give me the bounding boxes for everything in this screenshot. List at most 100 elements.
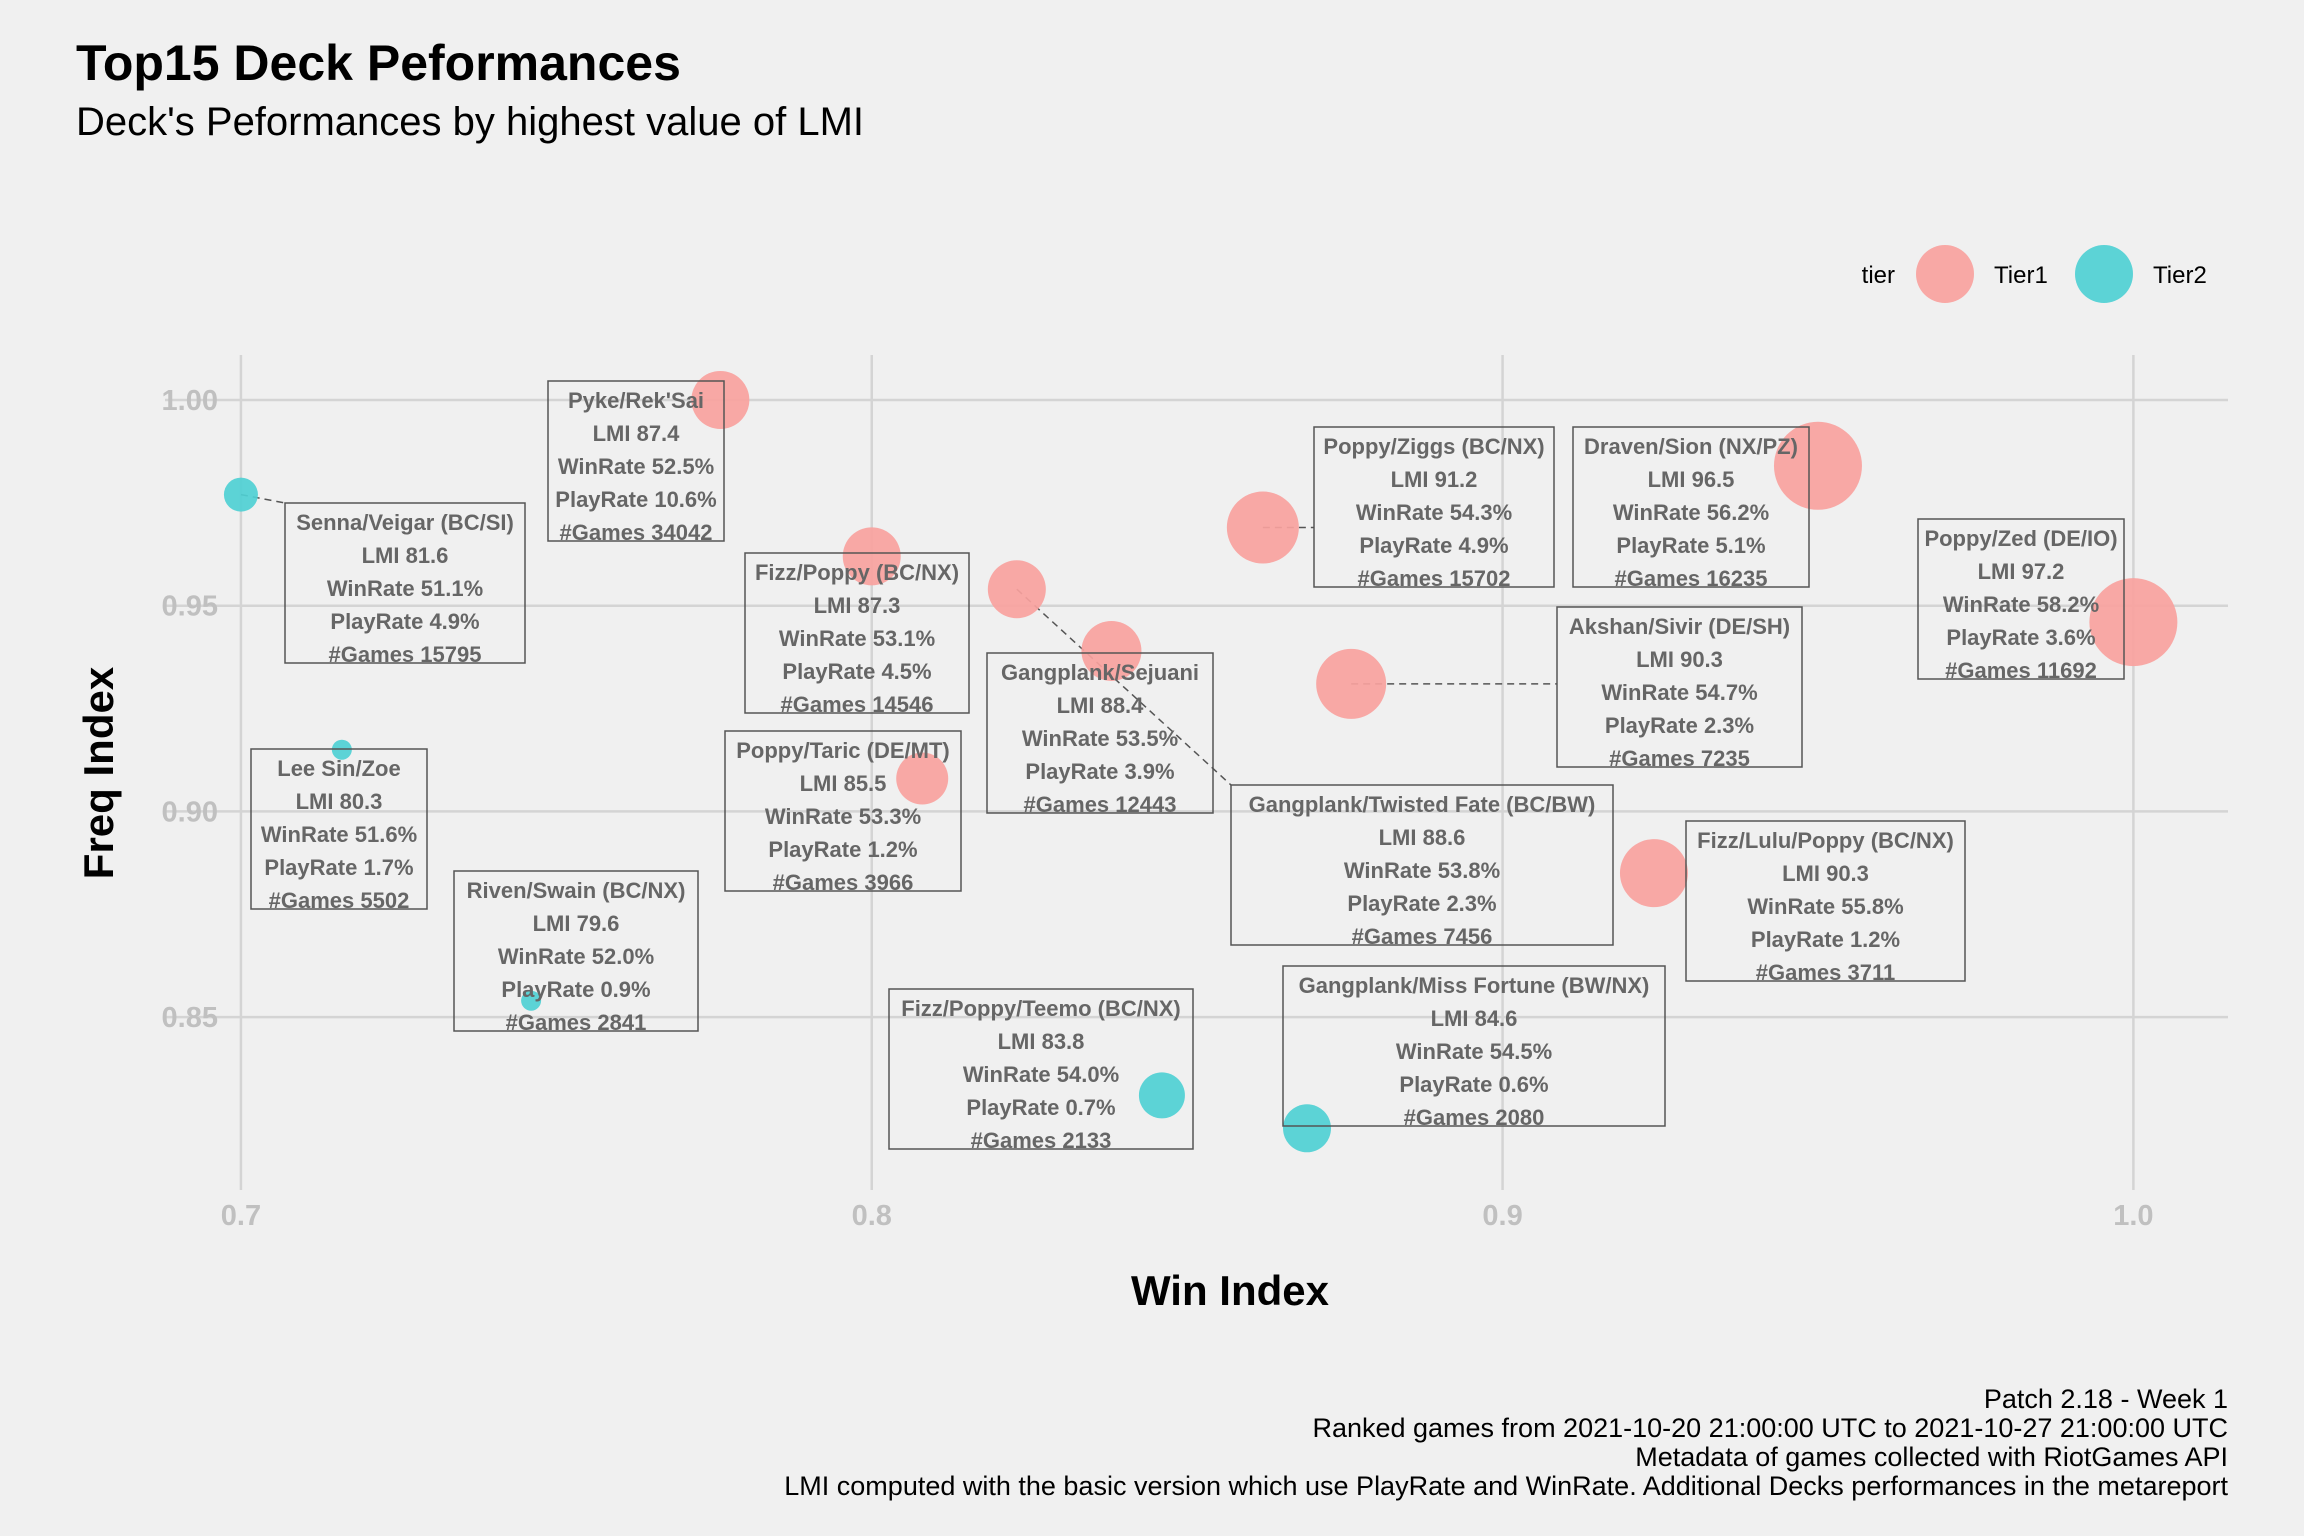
data-label: LMI 84.6 xyxy=(1431,1006,1518,1031)
data-point xyxy=(987,560,1046,619)
data-label: PlayRate 1.2% xyxy=(768,837,917,862)
label-box xyxy=(1917,518,2125,680)
chart-subtitle: Deck's Peformances by highest value of L… xyxy=(76,100,865,144)
legend-title: tier xyxy=(1862,262,1895,289)
label-box xyxy=(1282,965,1666,1127)
data-label: Draven/Sion (NX/PZ) xyxy=(1584,434,1798,459)
data-label: Lee Sin/Zoe xyxy=(277,756,400,781)
data-point xyxy=(1619,839,1688,908)
data-label: LMI 87.3 xyxy=(814,593,901,618)
label-box xyxy=(1685,820,1966,982)
caption-line: Patch 2.18 - Week 1 xyxy=(1983,1384,2228,1414)
data-label: Fizz/Lulu/Poppy (BC/NX) xyxy=(1697,828,1954,853)
data-label: Gangplank/Miss Fortune (BW/NX) xyxy=(1299,973,1650,998)
label-box xyxy=(744,552,970,714)
data-label: #Games 16235 xyxy=(1615,566,1768,591)
caption-line: Metadata of games collected with RiotGam… xyxy=(1635,1442,2228,1472)
data-label: Riven/Swain (BC/NX) xyxy=(467,878,686,903)
legend-swatch xyxy=(2075,245,2133,303)
caption-line: Ranked games from 2021-10-20 21:00:00 UT… xyxy=(1312,1413,2228,1443)
label-box xyxy=(547,380,725,542)
data-label: LMI 90.3 xyxy=(1782,861,1869,886)
data-label: LMI 80.3 xyxy=(296,789,383,814)
data-label: WinRate 53.1% xyxy=(779,626,935,651)
data-label: WinRate 54.5% xyxy=(1396,1039,1552,1064)
label-box xyxy=(1572,426,1810,588)
data-label: PlayRate 5.1% xyxy=(1616,533,1765,558)
data-label: Fizz/Poppy/Teemo (BC/NX) xyxy=(901,996,1181,1021)
label-box xyxy=(1556,606,1803,768)
data-label: PlayRate 4.9% xyxy=(330,609,479,634)
data-label: #Games 34042 xyxy=(560,520,713,545)
data-label: PlayRate 0.7% xyxy=(966,1095,1115,1120)
data-point xyxy=(1081,620,1142,681)
data-label: #Games 3966 xyxy=(773,870,914,895)
data-label: WinRate 54.0% xyxy=(963,1062,1119,1087)
legend-entry: Tier2 xyxy=(2153,262,2207,289)
label-box xyxy=(986,652,1214,814)
data-label: WinRate 52.5% xyxy=(558,454,714,479)
data-label: Poppy/Zed (DE/IO) xyxy=(1924,526,2117,551)
legend-entry: Tier1 xyxy=(1994,262,2048,289)
data-point xyxy=(896,752,949,805)
data-point xyxy=(842,527,901,586)
legend: tier Tier1 Tier2 xyxy=(1862,245,2207,303)
data-label: WinRate 53.5% xyxy=(1022,726,1178,751)
data-label: Fizz/Poppy (BC/NX) xyxy=(755,560,959,585)
data-label: LMI 88.4 xyxy=(1057,693,1145,718)
data-label: WinRate 51.6% xyxy=(261,822,417,847)
caption-line: LMI computed with the basic version whic… xyxy=(784,1471,2228,1501)
data-label: LMI 85.5 xyxy=(800,771,887,796)
label-box xyxy=(1313,426,1555,588)
data-label: Senna/Veigar (BC/SI) xyxy=(296,510,514,535)
chart-caption: Patch 2.18 - Week 1 Ranked games from 20… xyxy=(784,1385,2228,1501)
grid-lines xyxy=(165,355,2228,1190)
data-label: PlayRate 2.3% xyxy=(1347,891,1496,916)
data-label: #Games 3711 xyxy=(1756,960,1895,985)
data-label: PlayRate 0.9% xyxy=(501,977,650,1002)
y-tick-label: 0.90 xyxy=(162,796,218,828)
data-label: PlayRate 4.5% xyxy=(782,659,931,684)
data-label: WinRate 58.2% xyxy=(1943,592,2099,617)
data-label: WinRate 53.3% xyxy=(765,804,921,829)
chart-title: Top15 Deck Peformances xyxy=(76,35,681,91)
legend-swatch xyxy=(1916,245,1974,303)
label-connector xyxy=(1016,588,1232,786)
data-label: Poppy/Taric (DE/MT) xyxy=(736,738,950,763)
data-point xyxy=(2089,578,2178,667)
x-tick-label: 1.0 xyxy=(2113,1200,2153,1232)
data-label: WinRate 55.8% xyxy=(1747,894,1903,919)
data-label: PlayRate 1.2% xyxy=(1751,927,1900,952)
data-label: LMI 88.6 xyxy=(1379,825,1466,850)
y-tick-label: 0.95 xyxy=(162,591,218,623)
data-label: #Games 15702 xyxy=(1358,566,1511,591)
data-label: PlayRate 4.9% xyxy=(1359,533,1508,558)
data-label: LMI 90.3 xyxy=(1636,647,1723,672)
label-box xyxy=(724,730,962,892)
x-tick-label: 0.8 xyxy=(852,1200,892,1232)
data-label: Gangplank/Twisted Fate (BC/BW) xyxy=(1249,792,1596,817)
data-label: #Games 2080 xyxy=(1404,1105,1545,1130)
data-label: WinRate 52.0% xyxy=(498,944,654,969)
x-tick-label: 0.9 xyxy=(1482,1200,1522,1232)
label-connector xyxy=(240,493,286,504)
data-point xyxy=(1226,491,1299,564)
data-label: PlayRate 10.6% xyxy=(555,487,716,512)
data-label: WinRate 54.3% xyxy=(1356,500,1512,525)
data-point xyxy=(223,477,258,512)
label-box xyxy=(453,870,699,1032)
data-label: WinRate 53.8% xyxy=(1344,858,1500,883)
data-point xyxy=(1138,1072,1185,1119)
y-axis-title: Freq Index xyxy=(75,666,122,879)
data-point xyxy=(1283,1104,1332,1153)
axis-ticks: 0.7 0.8 0.9 1.0 0.85 0.90 0.95 1.00 xyxy=(162,385,2154,1232)
label-box xyxy=(284,502,526,664)
y-tick-label: 0.85 xyxy=(162,1002,218,1034)
data-label: WinRate 54.7% xyxy=(1601,680,1757,705)
data-label: #Games 2841 xyxy=(506,1010,647,1035)
data-label: LMI 81.6 xyxy=(362,543,449,568)
data-label: WinRate 56.2% xyxy=(1613,500,1769,525)
data-points xyxy=(223,370,2178,1153)
data-label: PlayRate 0.6% xyxy=(1399,1072,1548,1097)
data-label: LMI 79.6 xyxy=(533,911,620,936)
